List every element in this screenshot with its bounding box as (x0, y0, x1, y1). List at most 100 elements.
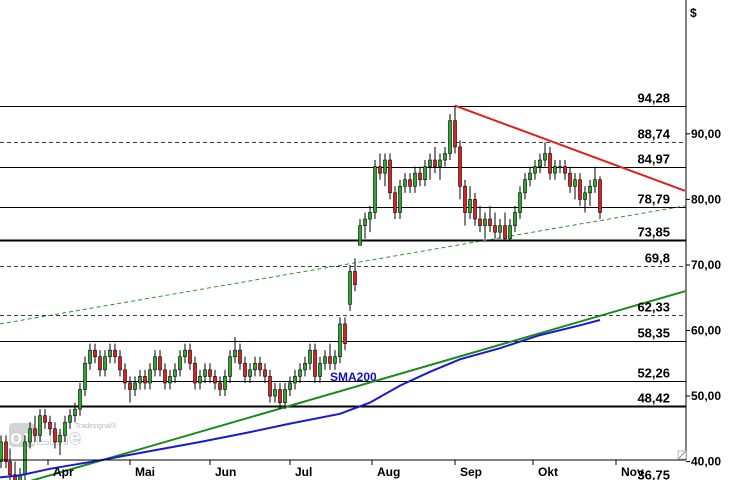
candle-body-up (63, 421, 67, 436)
candle (518, 186, 522, 220)
candle (463, 179, 467, 226)
candle (298, 363, 302, 383)
level-labels: 94,28 88,74 84,97 78,79 73,85 69,8 62,33 58,35 5… (637, 91, 670, 480)
candle-body-down (408, 179, 412, 187)
candle (353, 258, 357, 292)
candle-body-up (233, 349, 237, 358)
candle (533, 160, 537, 180)
candle-body-up (443, 153, 447, 161)
candle (133, 376, 137, 397)
candle (208, 363, 212, 383)
candle-body-up (298, 369, 302, 377)
candle (38, 409, 42, 442)
candle-body-up (533, 166, 537, 174)
candle-body-up (108, 349, 112, 358)
candle (368, 205, 372, 233)
candle (168, 369, 172, 390)
candle-body-up (173, 369, 177, 377)
candle (183, 343, 187, 364)
candle-body-down (578, 179, 582, 200)
candle (18, 468, 22, 480)
candle-body-up (83, 362, 87, 390)
level-label: 52,26 (637, 366, 670, 381)
resize-grip-icon[interactable] (677, 450, 687, 460)
candle-body-up (413, 172, 417, 187)
level-label: 84,97 (637, 152, 670, 167)
candle (418, 166, 422, 187)
candle (263, 363, 267, 383)
candle (128, 376, 132, 403)
candle-body-up (438, 159, 442, 167)
candle-body-down (128, 382, 132, 390)
candle (318, 356, 322, 383)
level-label: 88,74 (637, 127, 670, 142)
candle-body-up (398, 185, 402, 213)
candle (88, 343, 92, 370)
candle-body-down (473, 199, 477, 220)
candle-body-down (463, 185, 467, 213)
candle (328, 343, 332, 370)
candle (13, 461, 17, 480)
candle (583, 186, 587, 213)
candle (448, 114, 452, 161)
candle (493, 212, 497, 239)
candle-body-down (503, 225, 507, 240)
candle-body-down (113, 349, 117, 358)
candle (43, 409, 47, 429)
candle-body-down (378, 166, 382, 174)
y-tick-label: 70,00 (691, 258, 721, 272)
candle (233, 337, 237, 364)
candle-body-up (538, 159, 542, 167)
candle-body-up (558, 166, 562, 168)
candle-body-down (343, 323, 347, 344)
candle (413, 166, 417, 193)
y-tick-label: 50,00 (691, 389, 721, 403)
candle (348, 264, 352, 311)
candle-body-up (203, 369, 207, 377)
candle-body-down (263, 369, 267, 377)
x-tick-label: Aug (377, 465, 400, 479)
candle (558, 160, 562, 174)
candle (163, 363, 167, 390)
candle-body-up (283, 389, 287, 403)
candle-body-up (223, 376, 227, 390)
candle-body-up (513, 212, 517, 226)
candle-body-up (428, 159, 432, 167)
candle-body-up (78, 389, 82, 410)
candle-body-up (318, 362, 322, 377)
candle-body-down (563, 166, 567, 174)
candle (248, 363, 252, 383)
candle (363, 212, 367, 239)
candle-body-down (43, 415, 47, 423)
candle (148, 363, 152, 390)
candle (323, 350, 327, 370)
logo-text: onLine (10, 427, 82, 449)
candle-body-up (28, 428, 32, 443)
candle (78, 382, 82, 416)
candle-body-up (333, 356, 337, 364)
candle (278, 382, 282, 410)
candle (118, 350, 122, 377)
level-label: 73,85 (637, 225, 670, 240)
candle (188, 343, 192, 370)
candle (153, 350, 157, 377)
candle-body-up (468, 199, 472, 213)
candle-body-up (138, 376, 142, 384)
candle-body-down (433, 159, 437, 167)
candle-body-up (373, 166, 377, 213)
candle (63, 415, 67, 442)
candle-body-up (198, 376, 202, 384)
candle-body-down (48, 421, 52, 430)
candle-body-down (188, 349, 192, 364)
candle (573, 173, 577, 200)
candle (598, 176, 602, 220)
candle (223, 369, 227, 397)
candle-body-down (13, 474, 17, 480)
candle-body-up (308, 349, 312, 364)
candle (468, 186, 472, 220)
candle-body-down (193, 362, 197, 384)
candle (253, 356, 257, 377)
candle-body-up (68, 415, 72, 423)
logo-small-text: Tradesignal® (75, 422, 117, 430)
